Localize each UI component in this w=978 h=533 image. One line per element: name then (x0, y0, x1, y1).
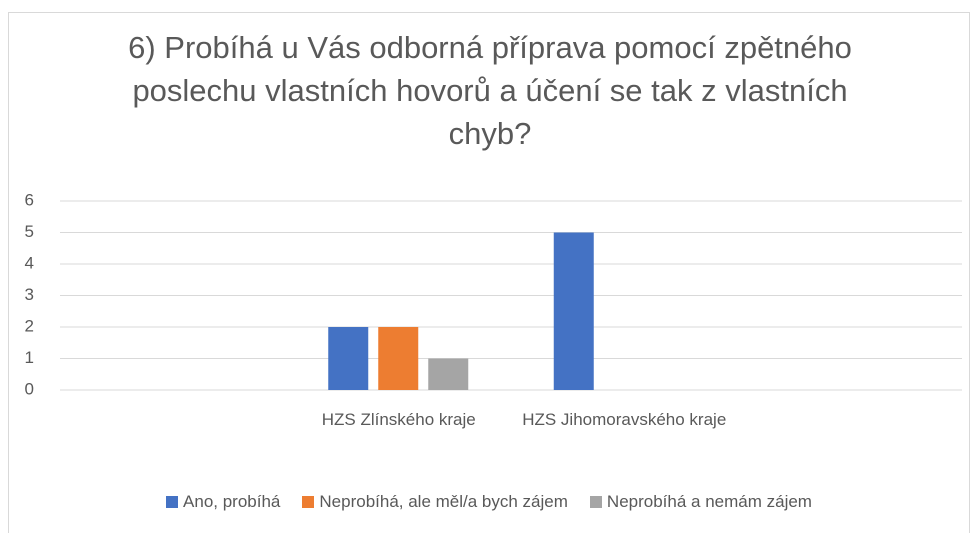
legend-swatch (589, 496, 602, 508)
legend-swatch (166, 496, 179, 508)
bar (553, 232, 594, 390)
chart-border (8, 12, 970, 533)
legend-swatch (302, 496, 315, 508)
y-tick-label: 1 (25, 348, 34, 367)
legend-item: Neprobíhá a nemám zájem (589, 492, 812, 512)
legend-label: Neprobíhá, ale měl/a bych zájem (319, 492, 568, 511)
y-tick-label: 5 (25, 222, 34, 241)
bar (378, 327, 419, 390)
y-tick-label: 2 (25, 316, 34, 335)
legend: Ano, probíhá Neprobíhá, ale měl/a bych zá… (0, 492, 978, 512)
legend-label: Ano, probíhá (183, 492, 281, 511)
bar (428, 358, 469, 390)
legend-label: Neprobíhá a nemám zájem (606, 492, 812, 511)
x-tick-label: HZS Zlínského kraje (321, 410, 476, 429)
bar (328, 327, 369, 390)
y-tick-label: 6 (25, 190, 34, 209)
chart-title: 6) Probíhá u Vás odborná příprava pomocí… (128, 30, 852, 151)
y-tick-label: 4 (25, 253, 34, 272)
x-tick-label: HZS Jihomoravského kraje (522, 410, 727, 429)
y-tick-label: 0 (25, 379, 34, 398)
legend-item: Neprobíhá, ale měl/a bych zájem (302, 492, 568, 512)
legend-item: Ano, probíhá (166, 492, 280, 512)
y-tick-label: 3 (25, 285, 34, 304)
